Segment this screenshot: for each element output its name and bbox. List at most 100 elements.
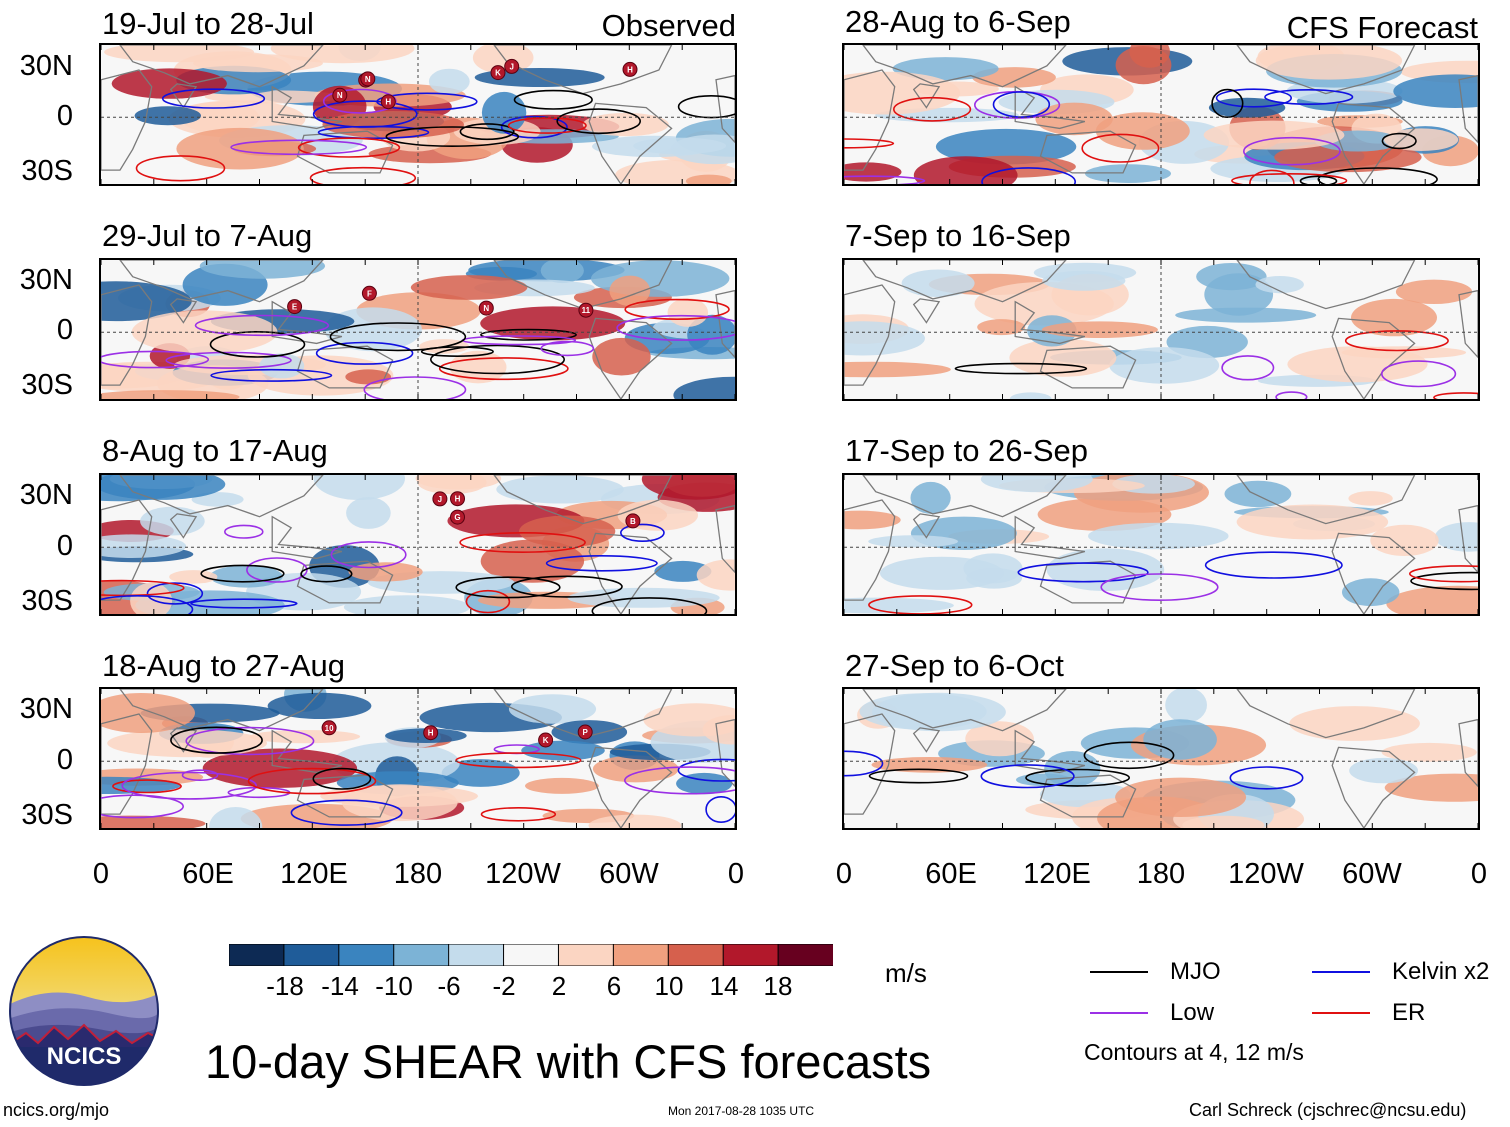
footer-website[interactable]: ncics.org/mjo: [3, 1100, 110, 1120]
shear-anomaly: [844, 510, 901, 530]
coastline: [588, 317, 673, 399]
lon-label-60e: 60E: [182, 858, 234, 890]
lat-label-30n: 30N: [19, 264, 73, 296]
shear-anomaly: [101, 534, 187, 558]
filter-contour: [376, 92, 478, 111]
coastline: [715, 504, 735, 574]
shear-anomaly: [901, 269, 975, 298]
lat-label-eq: 0: [56, 314, 73, 346]
shear-anomaly: [1274, 142, 1422, 173]
coastline: [1039, 130, 1137, 174]
legend-note: Contours at 4, 12 m/s: [1084, 1039, 1304, 1065]
shear-anomaly: [1046, 548, 1165, 591]
coastline: [844, 499, 896, 601]
shear-anomaly: [1095, 112, 1190, 150]
colorbar-swatch: [777, 943, 835, 967]
filter-contour: [146, 582, 204, 605]
lon-label-60w: 60W: [599, 858, 659, 890]
shear-anomaly: [496, 475, 624, 504]
shear-anomaly: [313, 475, 405, 500]
colorbar-tick: -10: [375, 971, 413, 1001]
shear-anomaly: [673, 376, 735, 399]
filter-contour: [616, 314, 735, 341]
coastline: [119, 260, 324, 303]
storm-marker-label: N: [365, 75, 371, 84]
coastline: [844, 69, 896, 171]
storm-marker: E: [287, 299, 303, 315]
shear-anomaly: [868, 535, 958, 548]
shear-anomaly: [1165, 689, 1207, 723]
shear-anomaly: [540, 260, 584, 284]
filter-contour: [868, 595, 973, 614]
filter-contour: [210, 368, 333, 382]
map-panel-fc-1: [842, 43, 1480, 186]
shear-anomaly: [667, 298, 709, 327]
filter-contour: [224, 524, 264, 539]
coastline: [1458, 289, 1478, 359]
storm-marker-label: B: [630, 517, 636, 526]
coastline: [1331, 102, 1416, 184]
colorbar-swatch: [557, 943, 615, 967]
shear-anomaly: [1289, 706, 1420, 741]
filter-contour: [438, 357, 569, 381]
shear-anomaly: [417, 475, 487, 495]
storm-marker-label: 10: [325, 724, 334, 733]
coastline: [1236, 260, 1416, 310]
shear-anomaly: [641, 475, 735, 500]
filter-contour: [868, 768, 969, 784]
lon-label-60w: 60W: [1342, 858, 1402, 890]
filter-contour: [112, 779, 182, 794]
filter-contour: [465, 589, 511, 614]
coastline: [101, 713, 153, 815]
filter-contour: [101, 350, 210, 369]
footer-credit: Carl Schreck (cjschrec@ncsu.edu): [1189, 1100, 1467, 1120]
colorbar-tick: 2: [551, 971, 567, 1001]
shear-anomaly: [259, 353, 305, 379]
storm-marker: K: [538, 732, 554, 748]
legend-line-er: [1312, 1012, 1370, 1014]
storm-marker-label: 11: [582, 306, 591, 315]
lon-label-60e: 60E: [925, 858, 977, 890]
shear-anomaly: [1395, 279, 1473, 304]
colorbar-tick: 6: [606, 971, 622, 1001]
storm-marker: F: [361, 285, 377, 301]
shear-anomaly: [176, 127, 304, 170]
shear-anomaly: [441, 759, 520, 787]
filter-contour: [1215, 88, 1293, 108]
storm-marker: H: [423, 725, 439, 741]
map-panel-fc-2: [842, 258, 1480, 401]
coastline: [1331, 532, 1416, 614]
filter-contour: [1017, 562, 1149, 583]
filter-contour: [1433, 392, 1478, 399]
shear-anomaly: [1009, 338, 1117, 377]
storm-marker: N: [360, 71, 376, 87]
map-panel-obs-2: N E F 11: [99, 258, 737, 401]
storm-marker: H: [380, 94, 396, 110]
coastline: [1458, 718, 1478, 788]
legend-label-kelvin: Kelvin x2: [1392, 958, 1490, 985]
lat-label-30s: 30S: [21, 369, 73, 401]
shear-anomaly: [199, 260, 326, 279]
filter-contour: [1025, 768, 1130, 787]
coastline: [169, 83, 198, 109]
lon-label-120e: 120E: [1023, 858, 1091, 890]
storm-marker-label: H: [428, 729, 434, 738]
coastline: [862, 260, 1067, 303]
filter-contour: [1249, 169, 1295, 184]
shear-anomaly: [519, 515, 616, 548]
colorbar-swatch: [283, 943, 340, 967]
filter-contour: [101, 579, 185, 597]
colorbar-swatch: [393, 943, 450, 967]
coastline: [1236, 475, 1416, 525]
coastline: [119, 45, 324, 88]
forecast-label: CFS Forecast: [1286, 10, 1478, 45]
filter-contour: [209, 331, 306, 358]
storm-marker-label: K: [495, 69, 501, 78]
lon-label-120w: 120W: [485, 858, 561, 890]
map-panel-obs-1: NKHBNJH: [99, 43, 737, 186]
filter-contour: [135, 155, 226, 182]
shear-anomaly: [1115, 777, 1247, 817]
coastline: [588, 102, 673, 184]
coastline: [271, 515, 343, 560]
shear-anomaly: [844, 71, 961, 115]
